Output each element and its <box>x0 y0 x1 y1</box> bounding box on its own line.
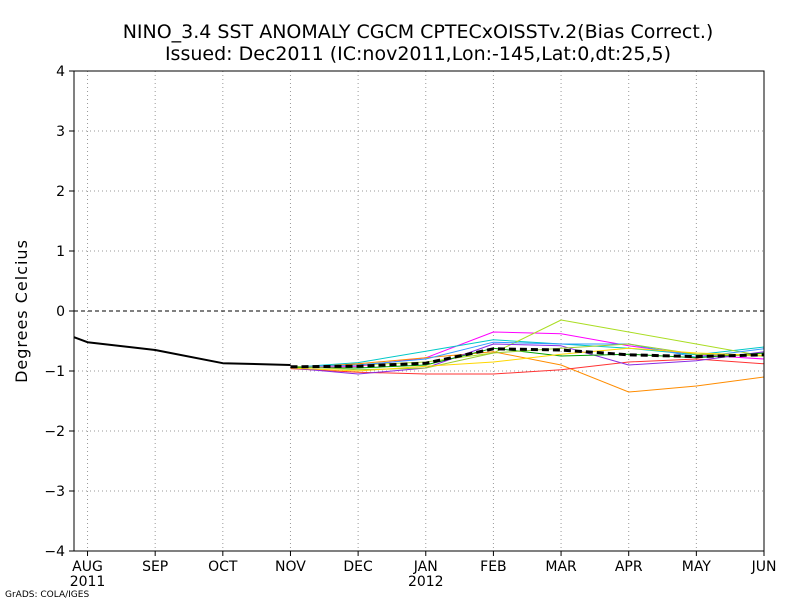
x-tick-label: SEP <box>142 559 168 575</box>
x-year-label: 2012 <box>408 574 444 590</box>
y-tick-label: 2 <box>56 184 65 200</box>
y-tick-label: −3 <box>44 484 65 500</box>
ensemble-member-line <box>290 343 765 375</box>
series-layer <box>74 319 765 393</box>
x-tick-label: FEB <box>480 559 507 575</box>
x-tick-label: AUG <box>72 559 103 575</box>
chart-subtitle: Issued: Dec2011 (IC:nov2011,Lon:-145,Lat… <box>165 43 671 65</box>
x-tick-label: JUN <box>751 559 777 575</box>
observed-line <box>74 336 291 366</box>
y-tick-label: −2 <box>44 424 65 440</box>
y-tick-label: 4 <box>56 64 65 80</box>
ensemble-member-line <box>290 347 765 372</box>
x-tick-label: MAR <box>545 559 577 575</box>
x-tick-label: NOV <box>275 559 306 575</box>
x-tick-label: APR <box>615 559 643 575</box>
x-year-label: 2011 <box>70 574 106 590</box>
ensemble-member-line <box>290 331 765 369</box>
x-tick-label: MAY <box>682 559 712 575</box>
ensemble-member-line <box>290 339 765 368</box>
y-tick-label: 3 <box>56 124 65 140</box>
y-tick-label: −1 <box>44 364 65 380</box>
grads-credit: GrADS: COLA/IGES <box>5 590 89 600</box>
ensemble-mean-line <box>290 347 765 369</box>
x-tick-label: DEC <box>343 559 373 575</box>
axis-layer: −4 −3 −2 −1 0 1 2 3 4 AUG SEP OCT NOV DEC JAN FEB MAR APR… <box>44 64 776 590</box>
x-tick-label: OCT <box>208 559 238 575</box>
y-tick-label: 0 <box>56 304 65 320</box>
y-tick-label: −4 <box>44 544 65 560</box>
chart-title: NINO_3.4 SST ANOMALY CGCM CPTECxOISSTv.2… <box>123 21 714 43</box>
grid-layer <box>74 71 765 551</box>
y-tick-label: 1 <box>56 244 65 260</box>
x-tick-label: JAN <box>413 559 438 575</box>
y-axis-label: Degrees Celcius <box>12 239 31 383</box>
